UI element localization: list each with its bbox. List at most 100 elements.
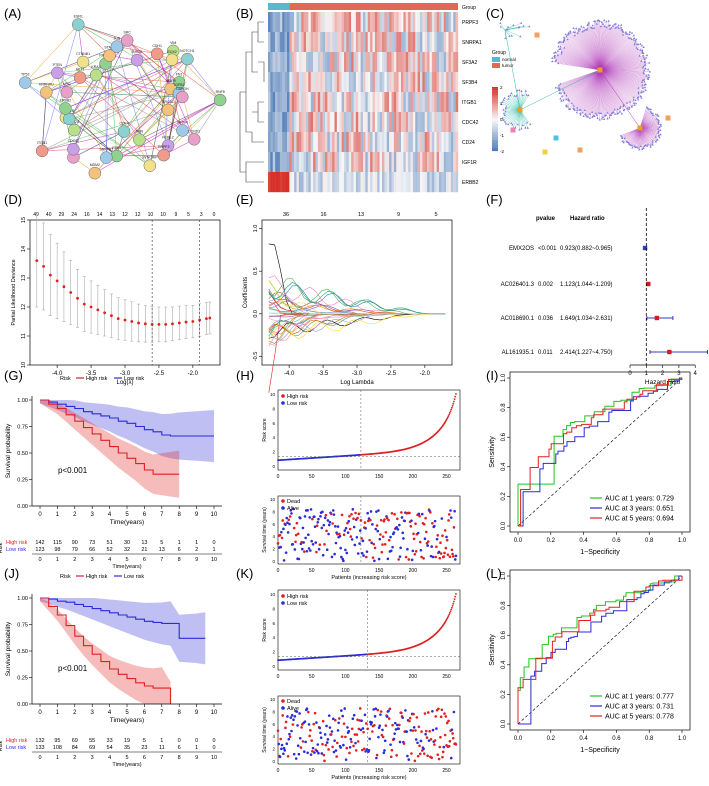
heatmap-row-label: CD24 [462,140,475,146]
network-node [619,106,622,109]
heatmap-cell [434,172,437,193]
y-tick-label: 13 [21,275,27,281]
heatmap-cell [296,92,300,113]
survival-point [441,755,444,759]
panel-label-e: (E) [236,192,253,207]
heatmap-cell [424,92,428,113]
heatmap-cell [412,132,416,153]
risk-table-x-tick: 0 [38,557,41,563]
network-edge [568,69,601,109]
survival-point [288,735,292,738]
forest-gene: AL161935.1 [502,350,535,356]
heatmap-cell [348,172,352,193]
legend-low-label: Low risk [124,376,144,382]
network-node [504,122,507,125]
heatmap-cell [384,12,387,33]
heatmap-cell [310,152,314,173]
network-node [621,33,625,36]
survival-point [418,752,422,756]
heatmap-cell [344,112,347,133]
network-edge [565,34,601,71]
survival-point [412,726,416,729]
network-edge [599,47,644,71]
survival-point [379,713,382,716]
heatmap-cell [358,32,361,53]
network-node [67,142,80,156]
heatmap-cell [317,52,321,73]
survival-point [345,551,349,555]
survival-point [379,710,383,713]
network-hub [597,67,603,73]
heatmap-cell [436,32,440,53]
forest-gene: AC026401.3 [501,282,535,288]
risk-score-point [455,593,457,595]
network-edge [639,109,650,129]
heatmap-cell [308,152,311,173]
risk-table-x-tick: 3 [91,557,94,563]
survival-point [321,742,324,746]
survival-point [280,530,283,534]
heatmap-cell [415,112,418,133]
cv-point [191,320,195,323]
heatmap-cell [405,172,409,193]
heatmap-cell [446,92,449,113]
network-edge [639,127,653,145]
network-edge [588,22,601,71]
survival-point [331,522,334,525]
network-node [632,38,636,41]
network-node [608,116,611,119]
heatmap-cell [377,112,380,133]
survival-point [356,516,359,520]
network-node [511,123,514,126]
heatmap-cell [322,72,326,93]
heatmap-cell [434,132,437,153]
heatmap-cell [351,92,354,113]
network-node [572,107,575,110]
network-edge [42,131,125,152]
heatmap-cell [317,92,321,113]
top-y-tick-label: 6 [272,421,275,426]
x-tick-label: 9 [195,512,199,518]
survival-point [299,746,303,749]
network-node [641,49,644,52]
heatmap-cell [436,12,440,33]
network-edge [639,127,661,135]
network-node [625,32,629,35]
survival-point [398,740,402,744]
network-edge [599,69,644,92]
heatmap-cell [396,12,399,33]
network-edge [105,63,169,111]
network-node [643,64,646,67]
heatmap-cell [287,72,290,93]
group-bar-tumor [289,3,458,10]
heatmap-cell [415,32,418,53]
survival-point [279,545,282,549]
network-node [557,84,561,87]
survival-point [334,541,338,545]
network-node [643,58,646,61]
col-header-pvalue: pvalue [536,216,556,222]
network-node [582,115,585,118]
risk-table-high-value: 0 [212,738,215,744]
top-y-axis-label: Risk score [262,418,268,442]
heatmap-cell [339,52,342,73]
heatmap-cell [348,132,352,153]
col-header-hr: Hazard ratio [570,216,605,222]
panel-label-g: (G) [4,368,23,383]
heatmap-cell [284,172,288,193]
survival-point [338,532,341,536]
heatmap-cell [325,92,328,113]
survival-point [439,735,442,739]
heatmap-cell [358,12,361,33]
x-tick-label: 1.0 [678,736,687,742]
survival-point [323,759,326,763]
survival-point [350,538,354,541]
heatmap-cell [291,92,295,113]
cv-point [35,259,39,262]
heatmap-cell [401,92,404,113]
survival-point [301,526,305,530]
risk-table-low-value: 79 [72,547,78,553]
heatmap-cell [341,72,345,93]
survival-point [281,714,285,717]
